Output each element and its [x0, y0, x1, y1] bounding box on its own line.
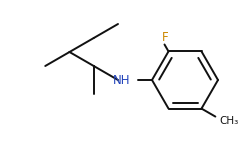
Text: F: F [162, 31, 169, 44]
Text: CH₃: CH₃ [219, 116, 239, 126]
Text: NH: NH [113, 74, 130, 86]
